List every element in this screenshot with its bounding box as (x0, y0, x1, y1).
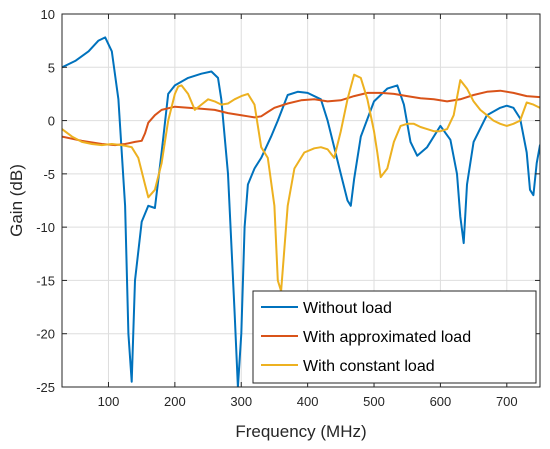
series-line-3 (62, 73, 540, 293)
series-line-2 (62, 89, 540, 147)
x-tick-label: 700 (496, 394, 518, 409)
y-axis-label: Gain (dB) (7, 164, 26, 237)
x-axis-label: Frequency (MHz) (235, 422, 366, 441)
tick-marks (62, 13, 540, 388)
y-tick-label: 5 (48, 60, 55, 75)
series-line-1 (62, 36, 540, 387)
y-tick-label: -10 (36, 220, 55, 235)
legend-label: Without load (303, 300, 392, 317)
x-tick-label: 200 (164, 394, 186, 409)
axes-box (61, 13, 541, 388)
plot-area (62, 36, 540, 387)
legend-box (252, 290, 537, 384)
x-tick-label: 300 (230, 394, 252, 409)
x-tick-label: 400 (297, 394, 319, 409)
x-tick-label: 100 (98, 394, 120, 409)
y-tick-label: -5 (43, 167, 55, 182)
y-tick-label: 10 (41, 7, 55, 22)
legend-label: With constant load (303, 358, 435, 375)
legend-label: With approximated load (303, 329, 471, 346)
x-tick-labels: 100 200 300 400 500 600 700 (98, 394, 518, 409)
y-tick-labels: -25 -20 -15 -10 -5 0 5 10 (36, 7, 55, 395)
x-tick-label: 500 (363, 394, 385, 409)
x-tick-label: 600 (430, 394, 452, 409)
y-tick-label: 0 (48, 114, 55, 129)
y-tick-label: -15 (36, 273, 55, 288)
y-tick-label: -25 (36, 380, 55, 395)
series-lines (62, 36, 540, 387)
y-tick-label: -20 (36, 327, 55, 342)
legend: Without load With approximated load With c… (252, 290, 537, 384)
